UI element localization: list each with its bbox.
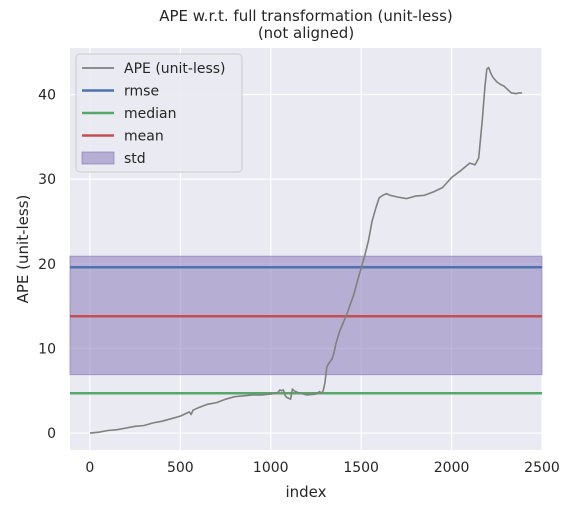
x-axis-label: index — [285, 483, 326, 501]
legend-box — [75, 53, 243, 173]
y-tick-label: 30 — [38, 172, 56, 188]
legend-label: APE (unit-less) — [124, 61, 226, 77]
legend-label: std — [124, 151, 146, 167]
legend-label: mean — [124, 129, 164, 145]
legend-label: median — [124, 106, 176, 122]
x-tick-label: 2500 — [524, 460, 560, 476]
y-tick-label: 20 — [38, 257, 56, 273]
series-layer — [89, 66, 523, 434]
x-tick-label: 1000 — [253, 460, 289, 476]
x-tick-label: 500 — [167, 460, 194, 476]
y-axis-label: APE (unit-less) — [14, 195, 32, 304]
x-tick-label: 1500 — [343, 460, 379, 476]
legend: APE (unit-less) rmse median mean std — [75, 53, 243, 173]
y-tick-label: 40 — [38, 88, 56, 104]
x-tick-label: 2000 — [434, 460, 470, 476]
chart-title: APE w.r.t. full transformation (unit-les… — [159, 7, 453, 25]
x-tick-labels: 0 500 1000 1500 2000 2500 — [85, 460, 559, 476]
chart-subtitle: (not aligned) — [258, 24, 354, 42]
stat-lines — [70, 265, 542, 395]
y-tick-label: 0 — [47, 426, 56, 442]
x-tick-label: 0 — [85, 460, 94, 476]
ape-series-line — [89, 66, 523, 434]
y-tick-label: 10 — [38, 341, 56, 357]
legend-swatch-std — [81, 151, 115, 165]
y-tick-labels: 0 10 20 30 40 — [38, 88, 56, 443]
legend-label: rmse — [124, 84, 159, 100]
